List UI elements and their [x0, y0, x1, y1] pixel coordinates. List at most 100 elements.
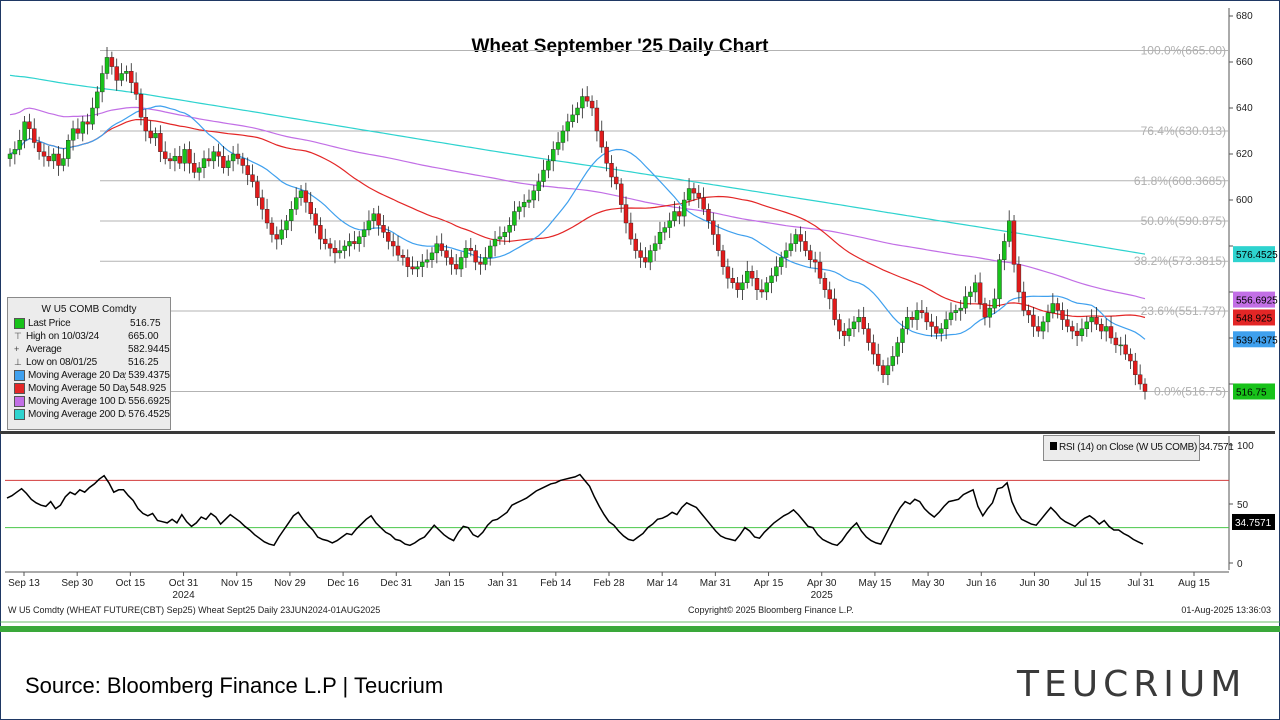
candle-body	[468, 248, 473, 251]
candle-body	[274, 234, 279, 240]
candle-body	[779, 257, 784, 267]
candle-body	[12, 149, 18, 155]
candle-body	[652, 243, 658, 251]
candle-body	[434, 243, 439, 254]
candle-body	[337, 250, 342, 254]
candle-body	[832, 298, 837, 320]
legend-swatch-icon	[14, 396, 25, 407]
candle-body	[415, 266, 420, 270]
candle-body	[61, 158, 66, 166]
ma-100-line	[9, 106, 1146, 300]
candle-body	[1007, 220, 1012, 242]
chart-title: Wheat September '25 Daily Chart	[472, 36, 770, 57]
candle-body	[376, 213, 381, 226]
candle-body	[177, 156, 183, 164]
price-tag-label: 556.6925	[1236, 296, 1278, 307]
candle-body	[109, 57, 115, 67]
candle-body	[1113, 337, 1119, 346]
date-label: Jul 31	[1127, 578, 1154, 589]
candle-body	[677, 211, 682, 217]
candle-body	[759, 289, 764, 293]
candle-body	[439, 243, 444, 251]
candle-body	[803, 241, 808, 251]
legend-swatch-icon: +	[14, 344, 20, 354]
candle-body	[1040, 321, 1046, 332]
candle-body	[585, 96, 590, 102]
price-tag-box	[1233, 331, 1275, 348]
legend-swatch-icon	[14, 383, 25, 394]
legend-swatch-icon	[14, 409, 25, 420]
candle-body	[657, 231, 663, 244]
legend-label: Moving Average 50 Day	[28, 383, 128, 394]
candle-body	[623, 204, 629, 224]
candle-body	[56, 153, 61, 166]
candle-body	[201, 158, 207, 169]
candle-body	[230, 153, 236, 162]
candle-body	[27, 121, 32, 129]
fib-label: 38.2%(573.3815)	[1134, 254, 1226, 268]
candle-body	[1074, 330, 1080, 336]
candle-body	[856, 317, 861, 323]
price-tag-label: 548.925	[1236, 313, 1273, 324]
year-label: 2025	[811, 590, 834, 601]
candle-body	[633, 238, 638, 251]
candle-body	[488, 245, 493, 258]
candle-body	[298, 190, 304, 198]
candle-body	[405, 257, 410, 267]
candle-body	[555, 142, 561, 150]
date-label: Dec 16	[327, 578, 359, 589]
candle-body	[696, 192, 701, 198]
candle-body	[303, 190, 309, 203]
candle-body	[1094, 317, 1099, 325]
price-tag-label: 539.4375	[1236, 335, 1278, 346]
candle-body	[982, 303, 988, 318]
candle-body	[196, 167, 202, 173]
candle-body	[953, 310, 958, 313]
candle-body	[114, 66, 119, 81]
candle-body	[366, 220, 372, 231]
wheat-chart: Wheat September '25 Daily Chart 680 660 640…	[0, 8, 1280, 632]
candle-body	[269, 222, 275, 235]
candle-body	[866, 328, 871, 343]
candle-body	[104, 57, 110, 74]
candle-body	[851, 321, 857, 329]
candle-body	[735, 282, 740, 290]
candle-body	[1118, 344, 1123, 347]
candle-body	[973, 282, 978, 293]
candle-body	[711, 220, 716, 235]
candle-body	[357, 236, 362, 244]
candle-body	[327, 243, 333, 249]
candle-body	[589, 100, 595, 109]
candle-body	[560, 130, 566, 143]
candle-body	[22, 121, 27, 141]
legend-value: 548.925	[130, 383, 167, 394]
candle-body	[822, 278, 828, 290]
candle-body	[386, 231, 391, 242]
candle-body	[895, 342, 900, 357]
candle-body	[546, 160, 551, 171]
date-label: Sep 30	[61, 578, 93, 589]
date-label: Dec 31	[380, 578, 412, 589]
candle-body	[391, 241, 396, 247]
candle-body	[900, 328, 905, 343]
candle-body	[46, 156, 51, 162]
candle-body	[749, 271, 755, 279]
candle-body	[541, 169, 546, 182]
rsi-legend: RSI (14) on Close (W U5 COMB) 34.7571	[1043, 435, 1234, 461]
candle-body	[968, 291, 973, 297]
candle-body	[837, 319, 842, 332]
candle-body	[517, 206, 522, 212]
candle-body	[1011, 220, 1017, 265]
legend-swatch-icon: ⊤	[14, 331, 22, 341]
candle-body	[99, 73, 105, 93]
date-label: Jan 31	[488, 578, 518, 589]
candle-body	[294, 197, 299, 210]
legend-value: 556.6925	[128, 396, 170, 407]
candle-body	[502, 231, 507, 237]
footer-timestamp: 01-Aug-2025 13:36:03	[1181, 605, 1271, 615]
candle-body	[905, 317, 910, 329]
candle-body	[716, 234, 721, 251]
candle-body	[313, 213, 318, 226]
candle-body	[148, 130, 153, 139]
candle-body	[594, 107, 600, 132]
